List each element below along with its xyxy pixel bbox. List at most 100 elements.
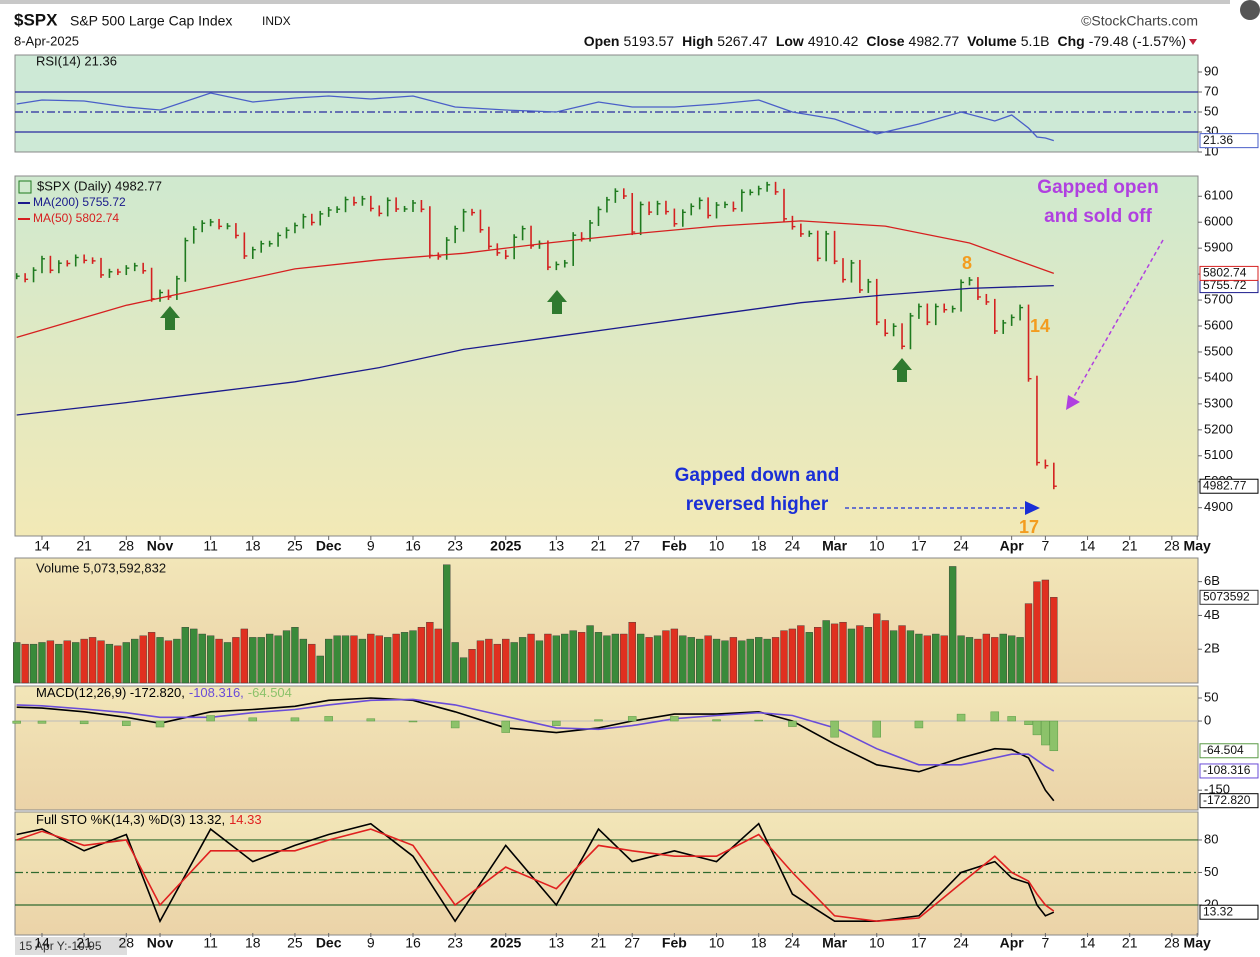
annotation: 14 bbox=[1030, 316, 1050, 336]
histogram-bar bbox=[450, 720, 460, 729]
arrowhead bbox=[1066, 395, 1080, 410]
volume-bar bbox=[856, 625, 864, 684]
macd-line bbox=[16, 698, 1055, 772]
y-tick-label: -150 bbox=[1204, 782, 1230, 797]
volume-bar bbox=[400, 632, 409, 684]
x-tick-label: 24 bbox=[785, 538, 801, 554]
x-tick-label: 13 bbox=[549, 935, 565, 951]
quote-value: 4910.42 bbox=[808, 33, 859, 49]
histogram-bar bbox=[12, 720, 21, 724]
volume-bar bbox=[628, 621, 636, 684]
volume-bar bbox=[535, 640, 544, 684]
x-tick-label: 18 bbox=[751, 538, 767, 554]
x-tick-label: 11 bbox=[203, 935, 218, 951]
volume-bar bbox=[577, 632, 586, 684]
volume-bar bbox=[55, 643, 63, 684]
x-tick-label: May bbox=[1184, 538, 1211, 554]
volume-bar bbox=[1016, 637, 1024, 684]
x-tick-label: 28 bbox=[1164, 935, 1180, 951]
volume-bar bbox=[88, 637, 97, 684]
x-tick-label: Apr bbox=[1000, 935, 1025, 951]
legend: Full STO %K(14,3) %D(3) 13.32, 14.33 bbox=[36, 812, 262, 827]
value-tag bbox=[1199, 743, 1259, 759]
x-tick-label: 2025 bbox=[490, 538, 521, 554]
volume-bar bbox=[308, 643, 316, 684]
volume-bar bbox=[847, 628, 856, 684]
legend-label: -64.504 bbox=[248, 685, 292, 700]
volume-bar bbox=[72, 642, 80, 684]
down-triangle bbox=[1189, 39, 1197, 45]
x-tick-label: 28 bbox=[119, 538, 135, 554]
annotation-arrow bbox=[1071, 239, 1164, 401]
histogram-bar bbox=[552, 720, 561, 726]
value-tag bbox=[1199, 133, 1259, 149]
volume-bar bbox=[325, 638, 333, 684]
legend-label: MA(50) 5802.74 bbox=[33, 211, 119, 225]
volume-bar bbox=[223, 642, 232, 684]
volume-bar bbox=[704, 635, 712, 684]
legend-swatch bbox=[18, 180, 32, 194]
close-icon[interactable] bbox=[1240, 0, 1260, 20]
volume-bar bbox=[215, 638, 223, 684]
volume-bar bbox=[485, 638, 493, 684]
x-tick-label: 24 bbox=[953, 538, 969, 554]
volume-bar bbox=[434, 628, 442, 684]
volume-bar bbox=[746, 638, 754, 684]
volume-bar bbox=[687, 637, 695, 684]
y-tick-label: 50 bbox=[1204, 103, 1218, 118]
volume-bar bbox=[620, 633, 628, 684]
volume-bar bbox=[889, 630, 898, 684]
volume-bar bbox=[974, 638, 982, 684]
volume-bar bbox=[645, 637, 653, 684]
volume-bar bbox=[932, 633, 940, 684]
arrowhead bbox=[1025, 501, 1040, 515]
y-tick-label: 0 bbox=[1204, 712, 1211, 727]
legend-label: 14.33 bbox=[229, 812, 262, 827]
volume-bar bbox=[206, 635, 215, 684]
volume-bar bbox=[906, 630, 915, 684]
volume-bar bbox=[249, 637, 257, 684]
value-tag-label: 5755.72 bbox=[1203, 278, 1247, 292]
volume-bar bbox=[299, 638, 308, 684]
legend-label: Volume 5,073,592,832 bbox=[36, 560, 166, 575]
volume-bar bbox=[63, 640, 71, 684]
volume-bar bbox=[544, 633, 552, 684]
y-tick-label: 5200 bbox=[1204, 421, 1233, 436]
x-tick-label: 16 bbox=[405, 935, 421, 951]
volume-bar bbox=[636, 633, 645, 684]
y-tick-label: 5400 bbox=[1204, 369, 1233, 384]
x-tick-label: 17 bbox=[911, 538, 927, 554]
x-tick-label: 24 bbox=[785, 935, 801, 951]
x-tick-label: 9 bbox=[367, 935, 375, 951]
volume-bar bbox=[1041, 579, 1050, 684]
volume-bar bbox=[333, 635, 341, 684]
quote-value: 5.1B bbox=[1021, 33, 1050, 49]
volume-bar bbox=[712, 638, 721, 684]
volume-bar bbox=[982, 633, 991, 684]
volume-bar bbox=[603, 635, 611, 684]
volume-bar bbox=[721, 640, 729, 684]
y-tick-label: 80 bbox=[1204, 831, 1218, 846]
x-tick-label: 13 bbox=[549, 538, 565, 554]
volume-bar bbox=[586, 625, 594, 684]
histogram-bar bbox=[1049, 720, 1059, 752]
volume-bar bbox=[367, 633, 375, 684]
histogram-bar bbox=[79, 720, 89, 725]
value-tag-label: 4982.77 bbox=[1203, 478, 1247, 492]
quote-label: Volume bbox=[967, 33, 1017, 49]
quote-value: 5267.47 bbox=[717, 33, 768, 49]
value-tag bbox=[1199, 589, 1259, 605]
quote-value: 5193.57 bbox=[623, 33, 674, 49]
histogram-bar bbox=[990, 711, 1000, 722]
volume-bar bbox=[409, 630, 417, 684]
x-tick-label: 28 bbox=[119, 935, 135, 951]
y-tick-label: 6100 bbox=[1204, 188, 1233, 203]
cursor-readout: 15 Apr Y:-10.95 bbox=[19, 939, 102, 953]
volume-bar bbox=[502, 638, 510, 684]
volume-bar bbox=[653, 635, 662, 684]
histogram-bar bbox=[37, 720, 47, 724]
x-tick-label: May bbox=[1184, 935, 1211, 951]
value-tag-label: 13.32 bbox=[1203, 904, 1233, 918]
index-name: S&P 500 Large Cap Index bbox=[70, 13, 232, 29]
x-tick-label: 10 bbox=[709, 935, 725, 951]
